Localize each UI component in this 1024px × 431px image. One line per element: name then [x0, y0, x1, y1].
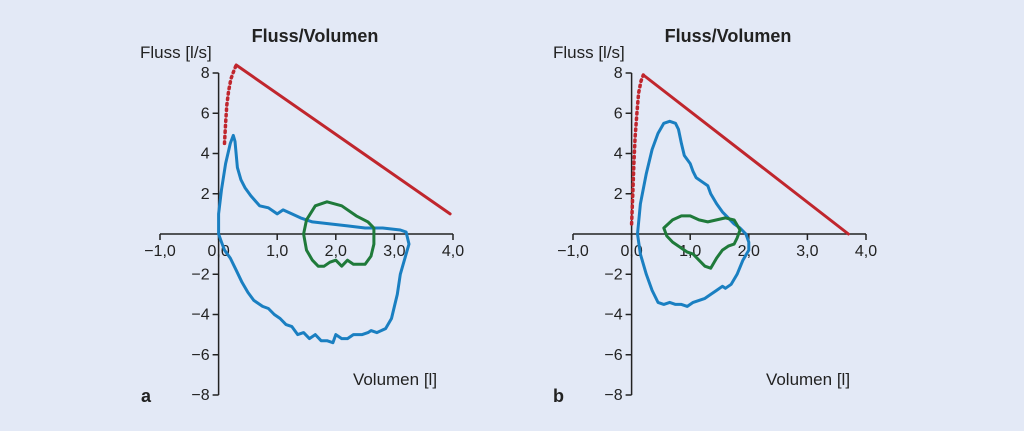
panel-a-y-tick-label: −6 — [191, 347, 209, 364]
panel-a-y-tick-label: −2 — [191, 266, 209, 283]
panel-a-y-tick-label: 4 — [201, 146, 210, 163]
panel-a-y-tick-label: 8 — [201, 65, 210, 82]
panel-a-y-axis-label: Fluss [l/s] — [140, 43, 212, 62]
panel-a-y-tick-label: −4 — [191, 307, 209, 324]
panel-a-series-1-line — [234, 63, 452, 216]
panel-b-x-tick-label: −1,0 — [557, 243, 589, 260]
panel-a-x-tick-label: 2,0 — [325, 243, 347, 260]
panel-a: Fluss/Volumen Fluss [l/s] Volumen [l] a −1,0… — [140, 26, 464, 406]
panel-b-series-0-line — [629, 73, 646, 226]
panel-b-y-tick-label: 8 — [614, 65, 623, 82]
panel-b-x-tick-label: 3,0 — [796, 243, 818, 260]
panel-a-x-tick-label: −1,0 — [144, 243, 176, 260]
panel-b-y-tick-label: −4 — [604, 307, 622, 324]
panel-b-series-3-line — [662, 214, 742, 270]
panel-a-y-tick-label: −8 — [191, 387, 209, 404]
panel-a-series-0-line — [222, 63, 238, 146]
panel-b-x-tick-label: 0,0 — [620, 243, 642, 260]
panel-a-letter: a — [141, 386, 152, 406]
panel-b-title: Fluss/Volumen — [665, 26, 792, 46]
panel-b-x-tick-label: 4,0 — [855, 243, 877, 260]
panel-b-y-tick-label: −8 — [604, 387, 622, 404]
panel-a-y-tick-label: 2 — [201, 186, 210, 203]
panel-a-series-2-line — [217, 133, 411, 345]
panel-a-x-tick-label: 4,0 — [442, 243, 464, 260]
panel-a-title: Fluss/Volumen — [252, 26, 379, 46]
panel-a-x-axis-label: Volumen [l] — [353, 370, 437, 389]
panel-a-series-3-line — [302, 200, 376, 268]
panel-b-y-tick-label: 4 — [614, 146, 623, 163]
panel-b-y-tick-label: 6 — [614, 105, 623, 122]
panel-b-y-axis-label: Fluss [l/s] — [553, 43, 625, 62]
panel-b-series-2-line — [636, 119, 751, 308]
panel-b: Fluss/Volumen Fluss [l/s] Volumen [l] b −1,0… — [553, 26, 877, 406]
panel-b-y-tick-label: 2 — [614, 186, 623, 203]
panel-a-x-tick-label: 3,0 — [383, 243, 405, 260]
panel-b-y-tick-label: −2 — [604, 266, 622, 283]
panel-a-y-tick-label: 6 — [201, 105, 210, 122]
panel-b-y-tick-label: −6 — [604, 347, 622, 364]
panel-b-series-1-line — [641, 73, 850, 236]
panel-b-letter: b — [553, 386, 564, 406]
panel-b-x-axis-label: Volumen [l] — [766, 370, 850, 389]
panel-a-x-tick-label: 1,0 — [266, 243, 288, 260]
